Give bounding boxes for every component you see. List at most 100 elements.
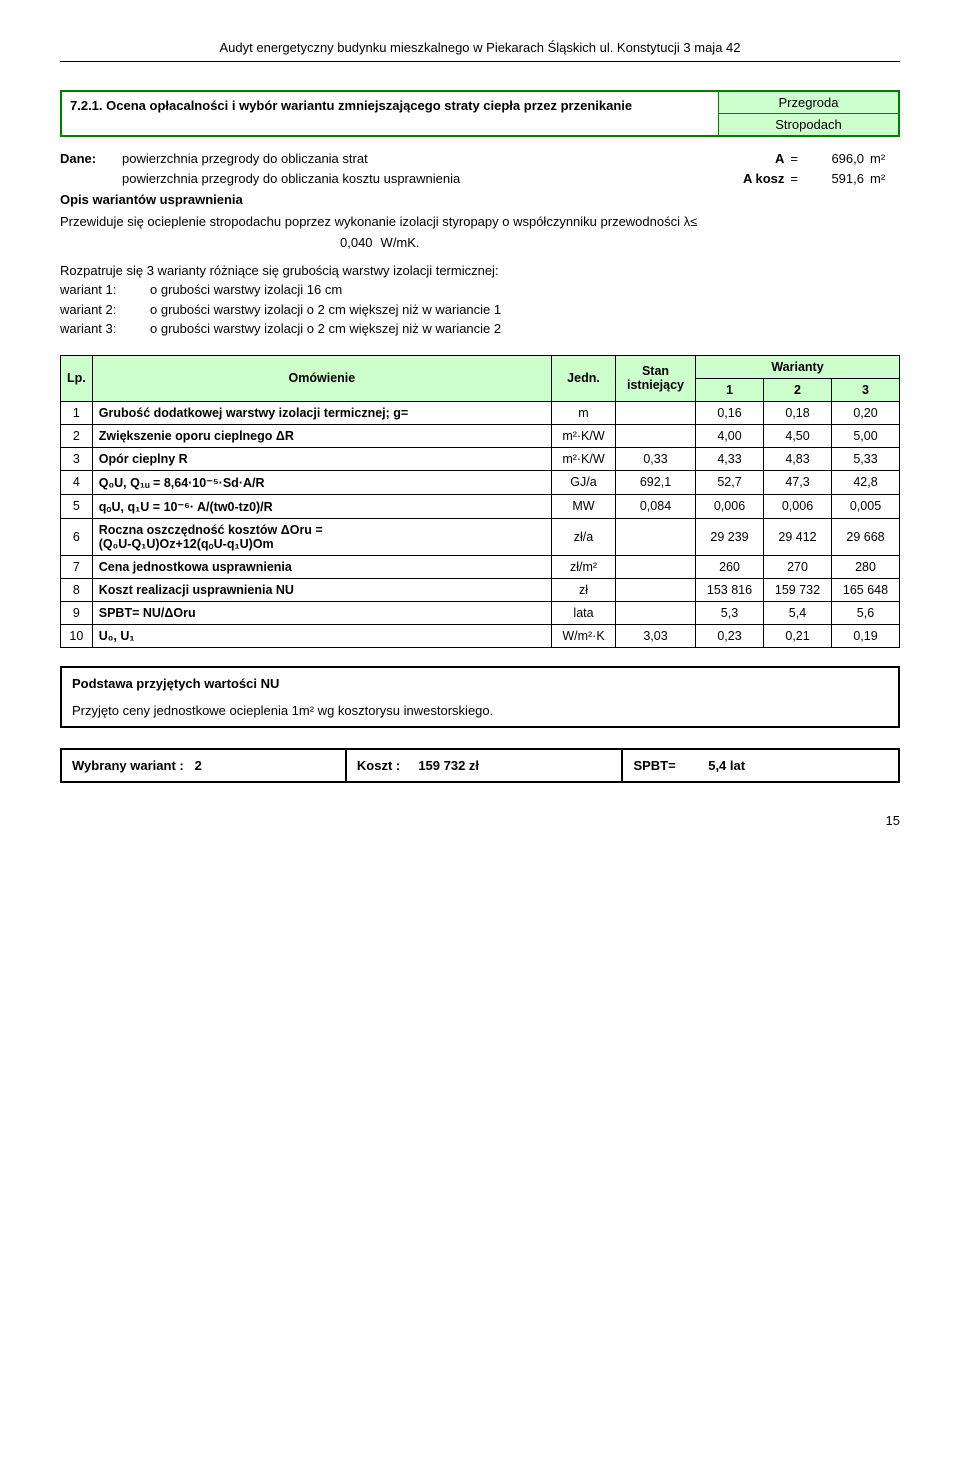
cell: 4,50: [764, 424, 832, 447]
th-w1: 1: [696, 378, 764, 401]
final-c1a: Wybrany wariant :: [72, 758, 184, 773]
cell: 6: [61, 518, 93, 555]
cell: 0,006: [696, 494, 764, 518]
cell: 9: [61, 601, 93, 624]
dane-row-0-sym: A: [775, 149, 784, 169]
cell: zł/m²: [552, 555, 616, 578]
cell: m: [552, 401, 616, 424]
cell: lata: [552, 601, 616, 624]
cell: zł/a: [552, 518, 616, 555]
cell: 29 239: [696, 518, 764, 555]
final-c3a: SPBT=: [633, 758, 675, 773]
final-table: Wybrany wariant : 2 Koszt : 159 732 zł S…: [60, 748, 900, 783]
cell: 5,00: [832, 424, 900, 447]
opis-description: Przewiduje się ocieplenie stropodachu po…: [60, 212, 900, 232]
cell: 5,33: [832, 447, 900, 470]
final-spbt: SPBT= 5,4 lat: [622, 749, 899, 782]
table-row: 9SPBT= NU/ΔOrulata5,35,45,6: [61, 601, 900, 624]
cell: 4,33: [696, 447, 764, 470]
cell: [616, 555, 696, 578]
cell: 0,16: [696, 401, 764, 424]
cell: 47,3: [764, 470, 832, 494]
cell-om: Koszt realizacji usprawnienia NU: [92, 578, 551, 601]
cell-om: Zwiększenie oporu cieplnego ΔR: [92, 424, 551, 447]
final-cost: Koszt : 159 732 zł: [346, 749, 623, 782]
cell: GJ/a: [552, 470, 616, 494]
cell: [616, 578, 696, 601]
dane-row-1-text: powierzchnia przegrody do obliczania kos…: [122, 169, 680, 189]
final-c2b: 159 732 zł: [418, 758, 479, 773]
dane-row-0-num: 696,0: [804, 149, 864, 169]
cell: 8: [61, 578, 93, 601]
cell: 4,00: [696, 424, 764, 447]
cell: zł: [552, 578, 616, 601]
dane-row-0-eq: =: [790, 149, 798, 169]
table-row: 8Koszt realizacji usprawnienia NUzł153 8…: [61, 578, 900, 601]
th-om: Omówienie: [92, 355, 551, 401]
th-lp: Lp.: [61, 355, 93, 401]
cell: W/m²·K: [552, 624, 616, 647]
variant-1-label: wariant 1:: [60, 280, 150, 300]
doc-header: Audyt energetyczny budynku mieszkalnego …: [60, 40, 900, 55]
cell: 4: [61, 470, 93, 494]
cell: [616, 518, 696, 555]
cell-om: Opór cieplny R: [92, 447, 551, 470]
th-warianty: Warianty: [696, 355, 900, 378]
dane-label: Dane:: [60, 149, 122, 169]
dane-row-0-unit: m²: [870, 149, 900, 169]
cell: 0,18: [764, 401, 832, 424]
cell: 0,005: [832, 494, 900, 518]
th-w2: 2: [764, 378, 832, 401]
final-c2a: Koszt :: [357, 758, 400, 773]
dane-block: Dane: powierzchnia przegrody do obliczan…: [60, 149, 900, 339]
podstawa-text: Przyjęto ceny jednostkowe ocieplenia 1m²…: [72, 703, 888, 718]
cell-om: Q₀U, Q₁ᵤ = 8,64·10⁻⁵·Sd·A/R: [92, 470, 551, 494]
cell: [616, 601, 696, 624]
cell: 42,8: [832, 470, 900, 494]
lambda-value: 0,040: [340, 233, 373, 253]
cell: m²·K/W: [552, 447, 616, 470]
opis-heading: Opis wariantów usprawnienia: [60, 190, 900, 210]
cell: 3: [61, 447, 93, 470]
lambda-unit: W/mK.: [381, 233, 420, 253]
cell: 260: [696, 555, 764, 578]
dane-row-1-unit: m²: [870, 169, 900, 189]
table-row: 1Grubość dodatkowej warstwy izolacji ter…: [61, 401, 900, 424]
cell: 692,1: [616, 470, 696, 494]
dane-row-1-num: 591,6: [804, 169, 864, 189]
variants-intro: Rozpatruje się 3 warianty różniące się g…: [60, 261, 900, 281]
section-text: Ocena opłacalności i wybór wariantu zmni…: [106, 98, 632, 113]
th-jedn: Jedn.: [552, 355, 616, 401]
header-rule: [60, 61, 900, 62]
th-w3: 3: [832, 378, 900, 401]
cell: 52,7: [696, 470, 764, 494]
final-variant: Wybrany wariant : 2: [61, 749, 346, 782]
variant-2-label: wariant 2:: [60, 300, 150, 320]
cell: 5,4: [764, 601, 832, 624]
cell: 0,23: [696, 624, 764, 647]
cell: 29 412: [764, 518, 832, 555]
cell: 0,33: [616, 447, 696, 470]
main-table: Lp. Omówienie Jedn. Stan istniejący Wari…: [60, 355, 900, 648]
table-row: 7Cena jednostkowa usprawnieniazł/m²26027…: [61, 555, 900, 578]
table-row: 6Roczna oszczędność kosztów ΔOru = (Q₀U-…: [61, 518, 900, 555]
cell: 5: [61, 494, 93, 518]
cell: 165 648: [832, 578, 900, 601]
title-block: 7.2.1. Ocena opłacalności i wybór warian…: [60, 90, 900, 137]
cell: 5,3: [696, 601, 764, 624]
variant-1-text: o grubości warstwy izolacji 16 cm: [150, 280, 342, 300]
cell: 159 732: [764, 578, 832, 601]
table-row: 10U₀, U₁W/m²·K3,030,230,210,19: [61, 624, 900, 647]
cell: [616, 424, 696, 447]
cell: 10: [61, 624, 93, 647]
cell-om: qₒU, q₁U = 10⁻⁶· A/(tw0-tz0)/R: [92, 494, 551, 518]
final-c3b: 5,4 lat: [708, 758, 745, 773]
page-number: 15: [60, 813, 900, 828]
cell-om: Cena jednostkowa usprawnienia: [92, 555, 551, 578]
cell: 4,83: [764, 447, 832, 470]
cell: 1: [61, 401, 93, 424]
cell: m²·K/W: [552, 424, 616, 447]
cell-om: Grubość dodatkowej warstwy izolacji term…: [92, 401, 551, 424]
przegroda-label: Przegroda: [718, 92, 898, 113]
cell: 7: [61, 555, 93, 578]
